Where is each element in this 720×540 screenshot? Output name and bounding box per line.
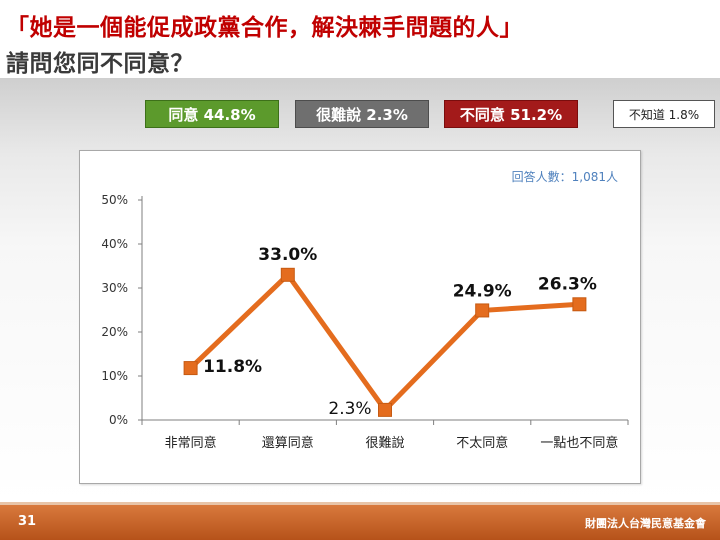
respondent-count-annotation: 回答人數：1,081人	[512, 169, 618, 184]
x-tick-label: 不太同意	[456, 435, 508, 451]
data-label: 2.3%	[328, 399, 371, 419]
data-point-marker	[572, 297, 587, 312]
y-tick-label: 50%	[101, 193, 128, 207]
data-point-marker	[378, 402, 392, 417]
line-chart: 0% 10% 20% 30% 40% 50% 非常同意 還算同意 很難說 不太同意 一點也不同意 11…	[101, 169, 629, 451]
x-tick-label: 一點也不同意	[540, 435, 618, 451]
data-point-marker	[183, 361, 198, 376]
y-tick-label: 10%	[101, 369, 128, 383]
series-line	[188, 272, 580, 413]
data-label: 11.8%	[203, 357, 262, 377]
data-point-marker	[280, 267, 295, 282]
x-tick-label: 非常同意	[165, 435, 217, 451]
footer-bar: 31 財團法人台灣民意基金會	[0, 502, 720, 540]
summary-disagree-badge: 不同意 51.2%	[444, 100, 578, 128]
page-subtitle: 請問您同不同意？	[6, 51, 194, 77]
summary-agree-badge: 同意 44.8%	[145, 100, 279, 128]
y-tick-label: 40%	[101, 237, 128, 251]
data-point-marker	[475, 303, 490, 318]
data-label: 26.3%	[538, 274, 597, 294]
y-tick-label: 0%	[109, 413, 128, 427]
data-label: 33.0%	[258, 245, 317, 265]
data-label: 24.9%	[453, 281, 512, 301]
title-area: 「她是一個能促成政黨合作，解決棘手問題的人」 請問您同不同意？	[0, 0, 720, 78]
page-title: 「她是一個能促成政黨合作，解決棘手問題的人」	[6, 15, 523, 41]
x-tick-label: 還算同意	[262, 435, 314, 451]
footer-organization: 財團法人台灣民意基金會	[585, 517, 706, 530]
y-tick-label: 20%	[101, 325, 128, 339]
y-tick-label: 30%	[101, 281, 128, 295]
x-tick-label: 很難說	[365, 435, 404, 451]
page-number: 31	[18, 514, 37, 529]
summary-unknown-badge: 不知道 1.8%	[613, 100, 715, 128]
summary-hard-to-say-badge: 很難說 2.3%	[295, 100, 429, 128]
chart-panel: 0% 10% 20% 30% 40% 50% 非常同意 還算同意 很難說 不太同意 一點也不同意 11…	[79, 150, 641, 484]
